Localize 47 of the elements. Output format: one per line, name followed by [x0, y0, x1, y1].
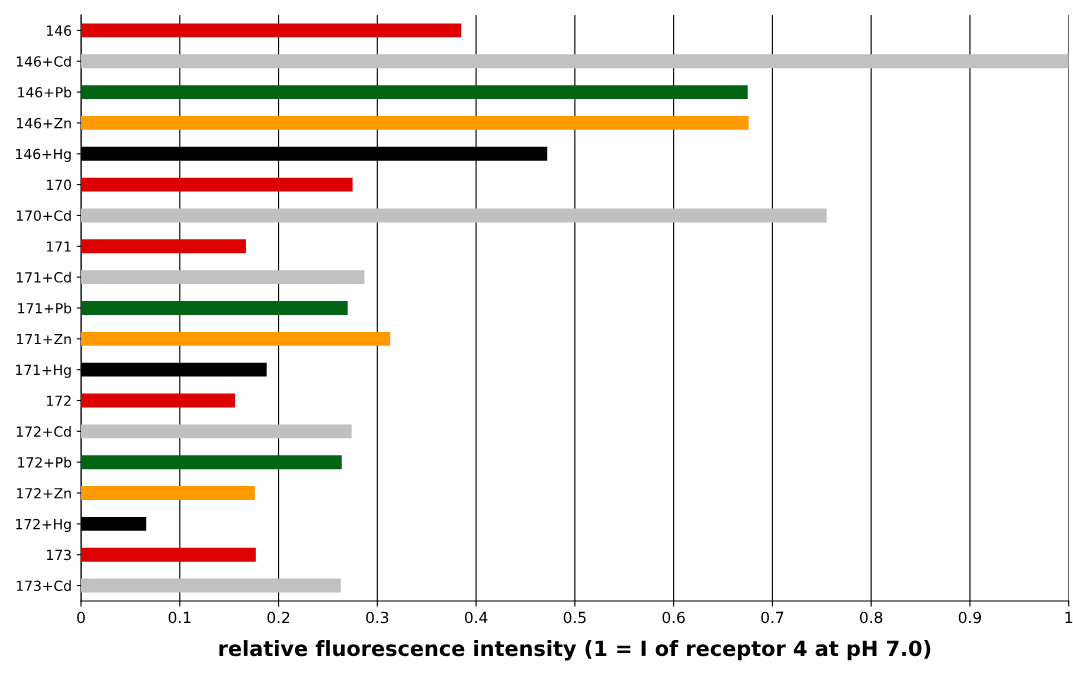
y-tick-label: 146+Cd: [16, 55, 71, 67]
y-tick-label: 172+Cd: [16, 426, 71, 437]
x-tick-label: 0.7: [761, 611, 784, 624]
bar: [81, 547, 256, 562]
bar: [81, 424, 352, 439]
x-tick-label: 0.5: [563, 611, 586, 624]
y-tick-label: 171+Cd: [16, 271, 71, 283]
y-tick-label: 146+Pb: [18, 86, 72, 98]
bar: [81, 331, 391, 346]
bar: [81, 85, 748, 100]
bar: [81, 301, 348, 315]
x-tick-label: 0: [77, 611, 85, 624]
y-tick-label: 172+Zn: [17, 488, 71, 499]
bar: [81, 54, 1069, 69]
bar: [81, 177, 353, 192]
y-tick-label: 170+Cd: [16, 210, 71, 221]
x-tick-label: 0.6: [662, 611, 685, 624]
y-tick-label: 170: [47, 179, 72, 191]
x-tick-label: 0.3: [366, 611, 389, 624]
y-tick-label: 172: [47, 395, 71, 406]
x-tick-label: 0.4: [464, 611, 488, 624]
y-tick-label: 171+Zn: [17, 333, 71, 345]
bar: [81, 115, 749, 130]
x-tick-label: 0.8: [860, 611, 883, 624]
bar: [81, 393, 236, 408]
y-tick-label: 171: [47, 241, 71, 252]
x-tick-label: 0.2: [267, 611, 290, 624]
y-tick-label: 171+Hg: [16, 364, 71, 378]
x-tick-label: 1: [1065, 611, 1073, 624]
y-tick-label: 173+Cd: [16, 580, 71, 592]
x-tick-label: 0.1: [168, 611, 191, 624]
y-tick-label: 172+Pb: [18, 456, 72, 468]
bar: [81, 23, 462, 38]
bar: [81, 578, 341, 593]
y-tick-label: 146+Zn: [17, 117, 71, 129]
bar: [81, 455, 342, 470]
bar: [81, 270, 365, 285]
bar: [81, 486, 255, 500]
x-tick-label: 0.9: [958, 611, 982, 624]
bar: [81, 239, 246, 254]
y-tick-label: 172+Hg: [16, 518, 71, 533]
y-tick-label: 173: [47, 549, 71, 561]
x-axis-title: relative fluorescence intensity (1 = I of receptor 4 at pH 7.0): [219, 640, 931, 661]
y-tick-label: 171+Pb: [18, 302, 72, 314]
bar: [81, 208, 827, 223]
y-tick-label: 146+Hg: [16, 148, 71, 162]
y-tick-label: 146: [47, 25, 72, 36]
